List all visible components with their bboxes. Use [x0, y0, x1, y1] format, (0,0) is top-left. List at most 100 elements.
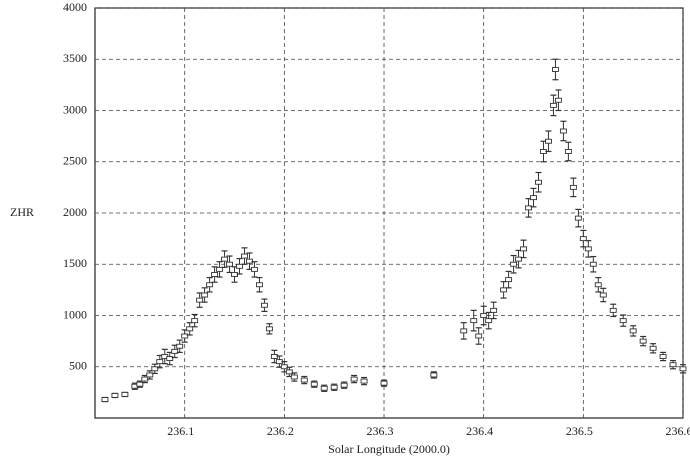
data-point	[679, 364, 687, 374]
data-point	[191, 313, 199, 328]
data-point	[156, 354, 164, 369]
marker	[639, 338, 647, 344]
data-point	[260, 298, 268, 312]
data-point	[589, 255, 597, 273]
data-point	[310, 380, 318, 388]
marker	[579, 236, 587, 242]
marker	[574, 215, 582, 221]
marker	[176, 343, 184, 349]
data-point	[505, 270, 513, 289]
marker	[599, 292, 607, 298]
marker	[490, 307, 498, 313]
data-point	[460, 322, 468, 340]
marker	[136, 381, 144, 387]
marker	[101, 397, 109, 402]
x-tick-label: 236.4	[466, 424, 493, 438]
data-point	[535, 171, 542, 193]
data-point	[470, 309, 478, 332]
data-point	[330, 383, 338, 391]
data-point	[639, 335, 647, 347]
marker	[156, 359, 164, 365]
data-point	[151, 363, 159, 375]
marker	[520, 246, 527, 252]
x-tick-label: 236.3	[367, 424, 394, 438]
data-point	[111, 392, 119, 399]
marker	[569, 184, 577, 190]
marker	[241, 253, 248, 259]
data-point	[430, 371, 438, 379]
data-point	[206, 276, 214, 293]
marker	[260, 302, 268, 308]
data-point	[255, 276, 263, 293]
data-point	[500, 281, 508, 299]
marker	[669, 362, 677, 368]
marker	[300, 377, 308, 383]
marker	[554, 97, 562, 103]
marker	[470, 318, 478, 324]
marker	[584, 246, 592, 252]
marker	[460, 328, 468, 334]
data-point	[211, 266, 219, 283]
data-point	[221, 250, 229, 268]
data-point	[564, 141, 572, 162]
data-point	[196, 292, 204, 308]
marker	[549, 102, 557, 108]
marker	[201, 292, 209, 298]
marker	[475, 333, 483, 339]
marker	[525, 205, 532, 211]
marker	[510, 261, 518, 267]
marker	[255, 282, 263, 288]
marker	[609, 307, 617, 313]
data-point	[659, 351, 667, 362]
data-point	[584, 240, 592, 258]
x-tick-label: 236.6	[666, 424, 690, 438]
data-point	[380, 379, 388, 387]
data-point	[290, 372, 298, 382]
data-point	[480, 305, 488, 326]
marker	[500, 287, 508, 293]
marker	[211, 272, 219, 277]
data-point	[551, 58, 559, 81]
marker	[196, 297, 204, 303]
marker	[290, 374, 298, 380]
data-point	[241, 247, 248, 265]
marker	[171, 348, 179, 354]
data-point	[594, 276, 602, 293]
data-point	[574, 208, 582, 228]
y-tick-label: 3000	[63, 102, 87, 116]
data-point	[619, 314, 627, 327]
data-point	[579, 229, 587, 248]
marker	[505, 277, 513, 283]
marker	[191, 318, 199, 324]
data-point	[146, 370, 154, 380]
marker	[251, 266, 258, 272]
data-point	[609, 303, 617, 318]
marker	[121, 391, 129, 397]
data-point	[236, 258, 243, 275]
x-tick-label: 236.5	[566, 424, 593, 438]
data-point	[629, 325, 637, 337]
marker	[530, 195, 537, 201]
data-point	[101, 396, 109, 403]
marker	[551, 67, 559, 72]
data-point	[549, 94, 557, 117]
data-point	[136, 380, 144, 388]
marker	[480, 313, 488, 318]
marker	[430, 372, 438, 378]
marker	[649, 345, 657, 351]
marker	[221, 256, 229, 262]
x-axis-label: Solar Longitude (2000.0)	[328, 442, 450, 456]
marker	[679, 366, 687, 372]
data-point	[545, 130, 552, 153]
x-tick-label: 236.1	[167, 424, 194, 438]
marker	[226, 261, 233, 267]
marker	[659, 354, 667, 359]
y-tick-label: 4000	[63, 0, 87, 14]
data-point	[530, 187, 537, 208]
marker	[515, 256, 523, 262]
marker	[380, 380, 388, 386]
data-point	[525, 198, 532, 218]
data-point	[340, 381, 348, 389]
marker	[629, 328, 637, 334]
